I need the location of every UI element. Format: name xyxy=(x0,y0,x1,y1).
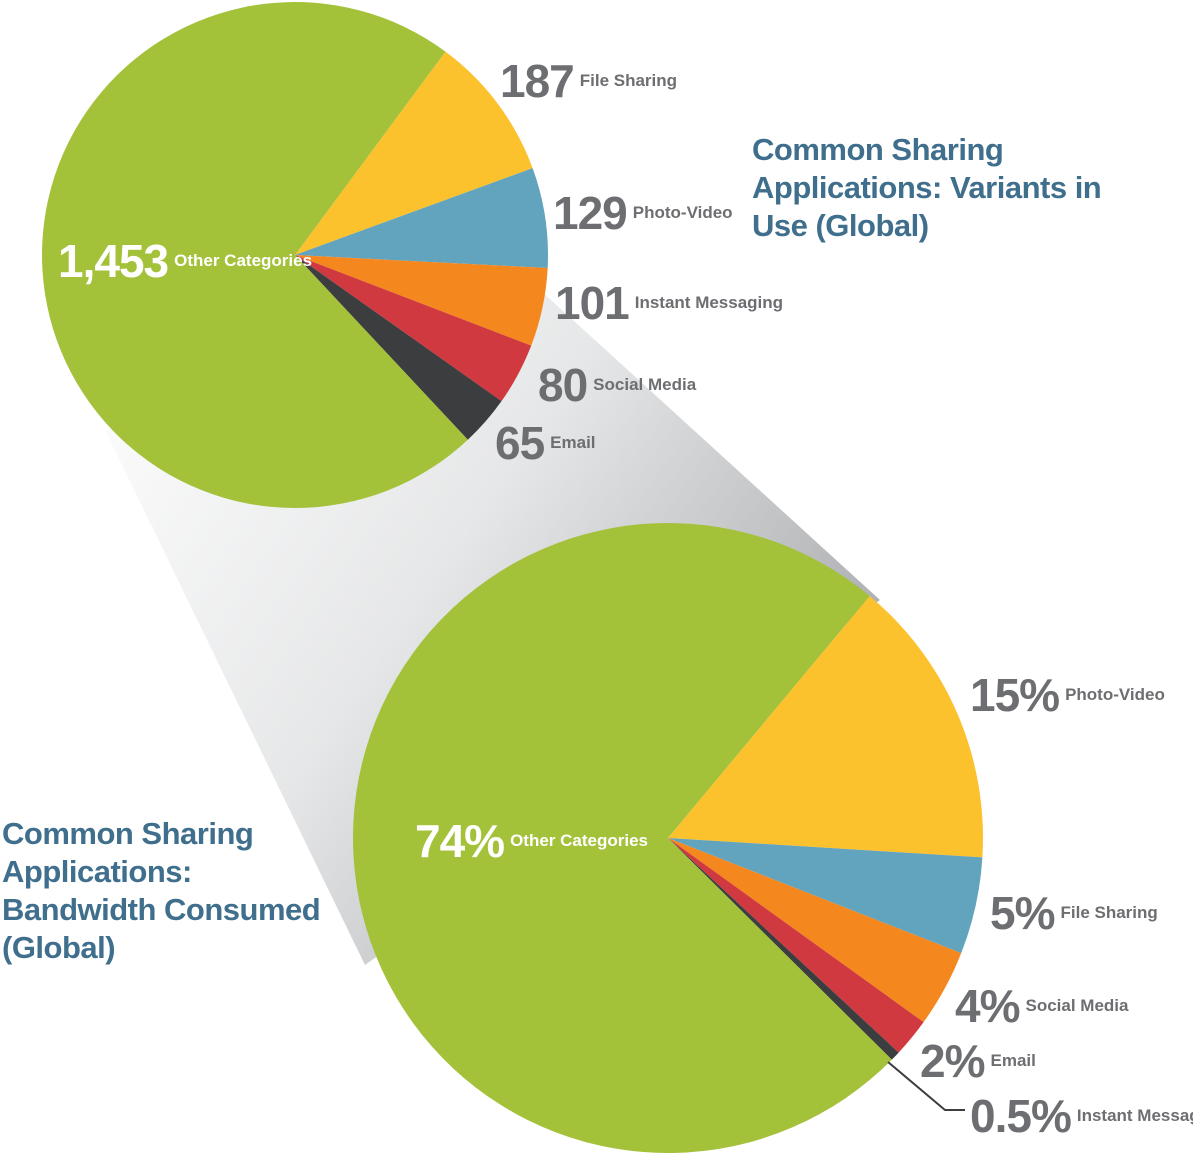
pie-slice xyxy=(668,838,983,954)
leader-line xyxy=(887,1061,965,1111)
category-label: Instant Messaging xyxy=(1076,1106,1193,1125)
category-label: File Sharing xyxy=(579,71,678,90)
slice-label: 80 Social Media xyxy=(538,362,696,408)
pie-slice xyxy=(668,838,924,1053)
slice-label: 101 Instant Messaging xyxy=(555,280,783,326)
value-label: 101 xyxy=(555,277,630,329)
value-label: 4% xyxy=(955,980,1020,1032)
category-label: Email xyxy=(550,433,596,452)
category-label: Other Categories xyxy=(510,831,649,850)
category-label: Social Media xyxy=(1025,996,1129,1015)
chart-title: Common Sharing Applications: Bandwidth C… xyxy=(2,816,321,965)
category-label: Photo-Video xyxy=(1065,685,1165,704)
pie-slice xyxy=(668,838,899,1060)
slice-label: 15% Photo-Video xyxy=(970,672,1165,718)
category-label: Instant Messaging xyxy=(634,293,784,312)
pie-slice xyxy=(295,255,532,402)
value-label: 187 xyxy=(500,55,575,107)
pie-slice xyxy=(353,522,892,1153)
category-label: Social Media xyxy=(593,375,697,394)
pie-slice xyxy=(295,255,502,440)
pie-slice xyxy=(295,255,548,346)
value-label: 129 xyxy=(553,187,628,239)
pies xyxy=(42,2,983,1153)
value-label: 2% xyxy=(920,1035,985,1087)
pie-slice xyxy=(295,168,548,269)
value-label: 1,453 xyxy=(58,235,169,287)
slice-label: 0.5%Instant Messaging xyxy=(970,1093,1193,1139)
value-label: 5% xyxy=(990,887,1055,939)
pie-slice xyxy=(295,51,533,256)
category-label: Other Categories xyxy=(174,251,313,270)
value-label: 80 xyxy=(538,359,588,411)
category-label: Photo-Video xyxy=(632,203,733,222)
value-label: 74% xyxy=(415,815,505,867)
slice-label: 65 Email xyxy=(495,420,596,466)
value-label: 65 xyxy=(495,417,545,469)
slice-label: 4% Social Media xyxy=(955,983,1128,1029)
slice-label: 74% Other Categories xyxy=(415,818,648,864)
slice-label: 187 File Sharing xyxy=(500,58,677,104)
chart-title: Common Sharing Applications: Variants in… xyxy=(752,132,1102,243)
pie-slice xyxy=(42,2,468,509)
pie-slice xyxy=(668,838,962,1023)
category-label: File Sharing xyxy=(1060,903,1158,922)
category-label: Email xyxy=(990,1051,1036,1070)
value-label: 0.5% xyxy=(970,1090,1072,1142)
slice-label: 1,453 Other Categories xyxy=(58,238,312,284)
value-label: 15% xyxy=(970,669,1060,721)
pie-slice xyxy=(668,595,983,858)
slice-label: 2% Email xyxy=(920,1038,1036,1084)
slice-label: 129 Photo-Video xyxy=(553,190,733,236)
slice-label: 5% File Sharing xyxy=(990,890,1158,936)
